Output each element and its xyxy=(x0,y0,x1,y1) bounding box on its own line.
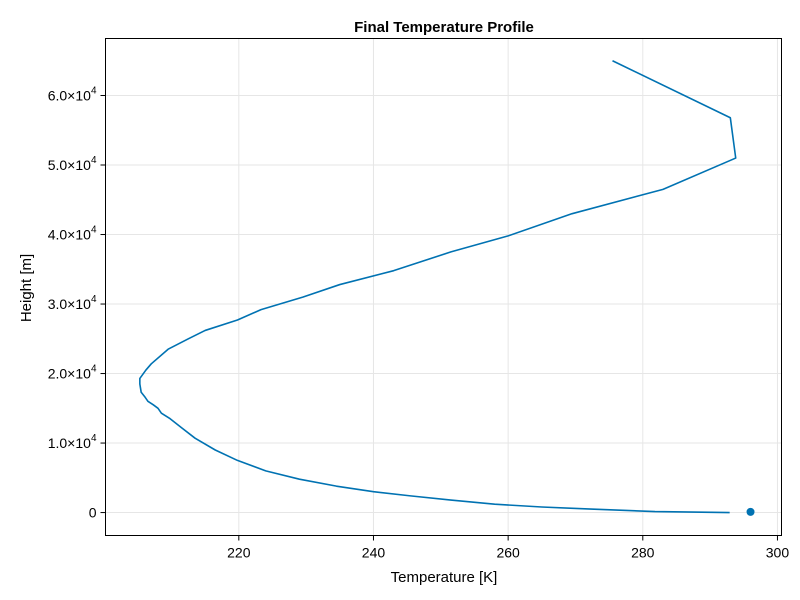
series-layer xyxy=(139,60,755,516)
y-tick-label: 0 xyxy=(89,505,97,521)
y-tick-label: 4.0×104 xyxy=(48,225,97,243)
x-tick-label: 300 xyxy=(766,545,790,561)
y-tick-label: 2.0×104 xyxy=(48,364,97,382)
y-tick-exponent: 4 xyxy=(91,364,97,375)
x-tick-label: 280 xyxy=(631,545,655,561)
y-tick-mantissa: 3.0×10 xyxy=(48,296,91,312)
y-tick-mantissa: 4.0×10 xyxy=(48,227,91,243)
x-tick-label: 240 xyxy=(362,545,386,561)
y-tick-mantissa: 0 xyxy=(89,505,97,521)
y-tick-label: 3.0×104 xyxy=(48,294,97,312)
y-tick-exponent: 4 xyxy=(91,155,97,166)
x-tick-label: 220 xyxy=(227,545,251,561)
y-tick-mantissa: 1.0×10 xyxy=(48,435,91,451)
temperature-profile-line xyxy=(139,60,737,514)
y-tick-exponent: 4 xyxy=(91,294,97,305)
axis-ticks: 220 240 260 280 30001.0×1042.0×1043.0×1044.0… xyxy=(48,85,790,560)
y-tick-mantissa: 5.0×10 xyxy=(48,157,91,173)
y-tick-exponent: 4 xyxy=(91,433,97,444)
chart-title: Final Temperature Profile xyxy=(354,19,534,36)
y-tick-exponent: 4 xyxy=(91,225,97,236)
x-tick-label: 260 xyxy=(496,545,520,561)
y-axis-label: Height [m] xyxy=(18,254,35,322)
y-tick-label: 5.0×104 xyxy=(48,155,97,173)
grid-lines xyxy=(105,38,782,536)
plot-frame xyxy=(105,38,782,536)
y-tick-label: 6.0×104 xyxy=(48,85,97,103)
x-axis-label: Temperature [K] xyxy=(391,569,498,586)
y-tick-mantissa: 6.0×10 xyxy=(48,87,91,103)
y-tick-label: 1.0×104 xyxy=(48,433,97,451)
y-tick-mantissa: 2.0×10 xyxy=(48,366,91,382)
y-tick-exponent: 4 xyxy=(91,85,97,96)
surface-temperature-point xyxy=(746,507,755,516)
